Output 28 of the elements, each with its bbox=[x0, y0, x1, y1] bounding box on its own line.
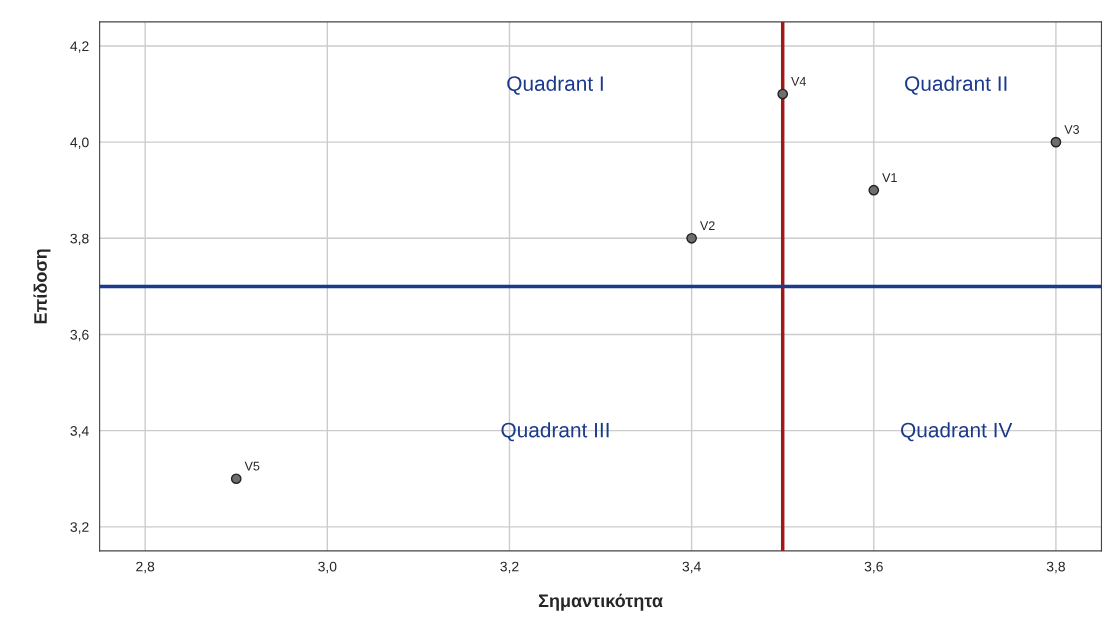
x-tick-label: 3,6 bbox=[864, 561, 883, 574]
x-tick-label: 3,2 bbox=[500, 561, 519, 574]
annotation: Quadrant III bbox=[501, 422, 609, 442]
annotation: Quadrant II bbox=[905, 75, 1007, 95]
annotation: V2 bbox=[700, 221, 715, 230]
y-tick-label: 3,6 bbox=[70, 329, 89, 342]
annotation: V4 bbox=[791, 77, 806, 86]
point bbox=[1050, 136, 1062, 148]
annotation: Quadrant I bbox=[507, 75, 603, 95]
x-tick-label: 3,4 bbox=[682, 561, 701, 574]
point bbox=[777, 88, 789, 100]
annotation: V3 bbox=[1064, 125, 1079, 134]
x-tick-label: 2,8 bbox=[136, 561, 155, 574]
point bbox=[230, 473, 242, 485]
y-axis-title: Επίδοση bbox=[33, 249, 51, 324]
x-tick-label: 3,8 bbox=[1046, 561, 1065, 574]
x-axis-title: Σημαντικότητα bbox=[538, 593, 663, 611]
annotation: V1 bbox=[882, 173, 897, 182]
point bbox=[868, 184, 880, 196]
y-tick-label: 4,0 bbox=[70, 137, 89, 149]
y-tick-label: 3,8 bbox=[70, 233, 89, 246]
point bbox=[686, 232, 697, 244]
annotation: V5 bbox=[244, 461, 260, 471]
annotation: Quadrant IV bbox=[901, 422, 1013, 442]
y-tick-label: 4,2 bbox=[70, 41, 89, 53]
y-tick-label: 3,2 bbox=[70, 522, 89, 534]
y-tick-label: 3,4 bbox=[70, 425, 89, 438]
x-tick-label: 3,0 bbox=[318, 561, 337, 574]
